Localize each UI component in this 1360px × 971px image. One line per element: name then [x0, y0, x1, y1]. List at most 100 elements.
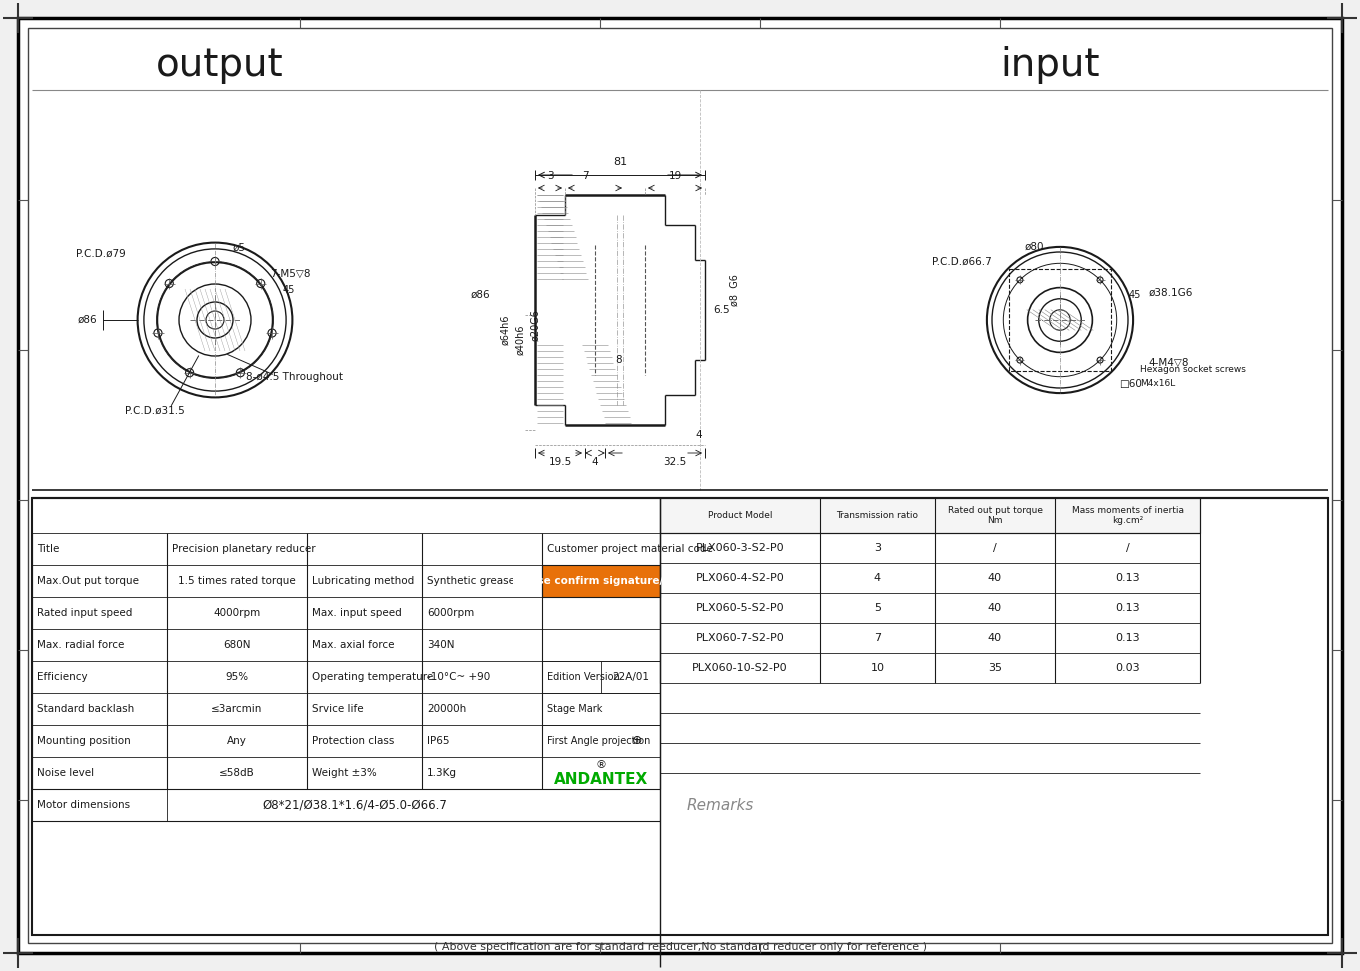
- Text: P.C.D.ø79: P.C.D.ø79: [76, 249, 126, 259]
- Text: -10°C~ +90: -10°C~ +90: [427, 672, 490, 682]
- Text: P.C.D.ø31.5: P.C.D.ø31.5: [125, 406, 185, 416]
- Text: ⊕: ⊕: [632, 734, 642, 748]
- Text: 0.03: 0.03: [1115, 663, 1140, 673]
- Bar: [660, 498, 1200, 533]
- Text: 6.5: 6.5: [713, 305, 729, 315]
- Text: ø40h6: ø40h6: [515, 324, 525, 355]
- Text: 4-M4▽8: 4-M4▽8: [1148, 358, 1189, 368]
- Text: 40: 40: [987, 603, 1002, 613]
- Text: Title: Title: [37, 544, 60, 554]
- Text: 45: 45: [283, 285, 295, 295]
- Text: 4: 4: [874, 573, 881, 583]
- Bar: [1009, 269, 1111, 371]
- Text: PLX060-5-S2-P0: PLX060-5-S2-P0: [696, 603, 785, 613]
- Text: Motor dimensions: Motor dimensions: [37, 800, 131, 810]
- Text: ø86: ø86: [78, 315, 98, 325]
- Text: ø80: ø80: [1025, 242, 1044, 252]
- Text: First Angle projection: First Angle projection: [547, 736, 650, 746]
- Text: 22A/01: 22A/01: [612, 672, 649, 682]
- Text: Stage Mark: Stage Mark: [547, 704, 602, 714]
- Text: Standard backlash: Standard backlash: [37, 704, 135, 714]
- Text: Noise level: Noise level: [37, 768, 94, 778]
- Text: PLX060-10-S2-P0: PLX060-10-S2-P0: [692, 663, 787, 673]
- Text: 1.5 times rated torque: 1.5 times rated torque: [178, 576, 296, 586]
- Text: 340N: 340N: [427, 640, 454, 650]
- Text: 8: 8: [615, 355, 622, 365]
- Text: ø20G6: ø20G6: [530, 309, 540, 341]
- Text: Rated input speed: Rated input speed: [37, 608, 132, 618]
- Text: 7: 7: [874, 633, 881, 643]
- Text: ø64h6: ø64h6: [500, 315, 510, 346]
- Text: Product Model: Product Model: [707, 511, 772, 520]
- Text: 0.13: 0.13: [1115, 633, 1140, 643]
- Text: ø38.1G6: ø38.1G6: [1148, 287, 1193, 298]
- Text: P.C.D.ø66.7: P.C.D.ø66.7: [932, 257, 991, 267]
- Text: 5: 5: [874, 603, 881, 613]
- Text: 81: 81: [613, 157, 627, 167]
- Text: ANDANTEX: ANDANTEX: [554, 772, 649, 787]
- Text: 8-ø4.5 Throughout: 8-ø4.5 Throughout: [246, 373, 344, 383]
- Text: 680N: 680N: [223, 640, 250, 650]
- Text: Mounting position: Mounting position: [37, 736, 131, 746]
- Text: 3: 3: [547, 171, 554, 181]
- Text: 20000h: 20000h: [427, 704, 466, 714]
- Text: Max. radial force: Max. radial force: [37, 640, 124, 650]
- Text: 4: 4: [695, 430, 702, 440]
- Text: Weight ±3%: Weight ±3%: [311, 768, 377, 778]
- Text: ®: ®: [596, 760, 607, 770]
- Text: 40: 40: [987, 573, 1002, 583]
- Text: Ø8*21/Ø38.1*1.6/4-Ø5.0-Ø66.7: Ø8*21/Ø38.1*1.6/4-Ø5.0-Ø66.7: [262, 798, 447, 812]
- Text: 3: 3: [874, 543, 881, 553]
- Bar: [33, 498, 1327, 935]
- Text: 45: 45: [1127, 290, 1141, 300]
- Text: 1.3Kg: 1.3Kg: [427, 768, 457, 778]
- Text: M4x16L: M4x16L: [1140, 379, 1175, 387]
- Text: Efficiency: Efficiency: [37, 672, 87, 682]
- Text: 7-M5▽8: 7-M5▽8: [271, 269, 310, 279]
- Text: ≤3arcmin: ≤3arcmin: [211, 704, 262, 714]
- Text: □60: □60: [1119, 379, 1142, 389]
- Text: Remarks: Remarks: [687, 797, 753, 813]
- Text: IP65: IP65: [427, 736, 450, 746]
- Text: Please confirm signature/date: Please confirm signature/date: [511, 576, 690, 586]
- Text: 4: 4: [592, 457, 598, 467]
- Text: Precision planetary reducer: Precision planetary reducer: [171, 544, 316, 554]
- Text: 4000rpm: 4000rpm: [214, 608, 261, 618]
- Text: 40: 40: [987, 633, 1002, 643]
- Text: Hexagon socket screws: Hexagon socket screws: [1140, 365, 1246, 375]
- Text: ø86: ø86: [471, 290, 490, 300]
- Text: Max. input speed: Max. input speed: [311, 608, 401, 618]
- Text: Srvice life: Srvice life: [311, 704, 363, 714]
- Text: PLX060-3-S2-P0: PLX060-3-S2-P0: [696, 543, 785, 553]
- Bar: [543, 565, 660, 597]
- Text: Any: Any: [227, 736, 248, 746]
- Text: 19.5: 19.5: [548, 457, 571, 467]
- Text: Transmission ratio: Transmission ratio: [836, 511, 918, 520]
- Text: 0.13: 0.13: [1115, 603, 1140, 613]
- Text: Lubricating method: Lubricating method: [311, 576, 415, 586]
- Text: input: input: [1000, 46, 1100, 84]
- Text: Customer project material code: Customer project material code: [547, 544, 713, 554]
- Text: 32.5: 32.5: [664, 457, 687, 467]
- Text: ≤58dB: ≤58dB: [219, 768, 254, 778]
- Text: /: /: [993, 543, 997, 553]
- Text: PLX060-7-S2-P0: PLX060-7-S2-P0: [695, 633, 785, 643]
- Text: 0.13: 0.13: [1115, 573, 1140, 583]
- Text: PLX060-4-S2-P0: PLX060-4-S2-P0: [695, 573, 785, 583]
- Text: 10: 10: [870, 663, 884, 673]
- Text: /: /: [1126, 543, 1129, 553]
- Text: 7: 7: [582, 171, 589, 181]
- Text: ø5: ø5: [233, 243, 246, 252]
- Text: 6000rpm: 6000rpm: [427, 608, 475, 618]
- Text: ø8  G6: ø8 G6: [730, 274, 740, 306]
- Text: Mass moments of inertia
kg.cm²: Mass moments of inertia kg.cm²: [1072, 506, 1183, 525]
- Text: Operating temperature: Operating temperature: [311, 672, 434, 682]
- Text: Protection class: Protection class: [311, 736, 394, 746]
- Text: Rated out put torque
Nm: Rated out put torque Nm: [948, 506, 1043, 525]
- Text: Synthetic grease: Synthetic grease: [427, 576, 515, 586]
- Text: output: output: [156, 46, 284, 84]
- Text: ( Above specification are for standard reeducer,No standard reducer only for ref: ( Above specification are for standard r…: [434, 942, 926, 952]
- Text: Max.Out put torque: Max.Out put torque: [37, 576, 139, 586]
- Text: 35: 35: [987, 663, 1002, 673]
- Text: 95%: 95%: [226, 672, 249, 682]
